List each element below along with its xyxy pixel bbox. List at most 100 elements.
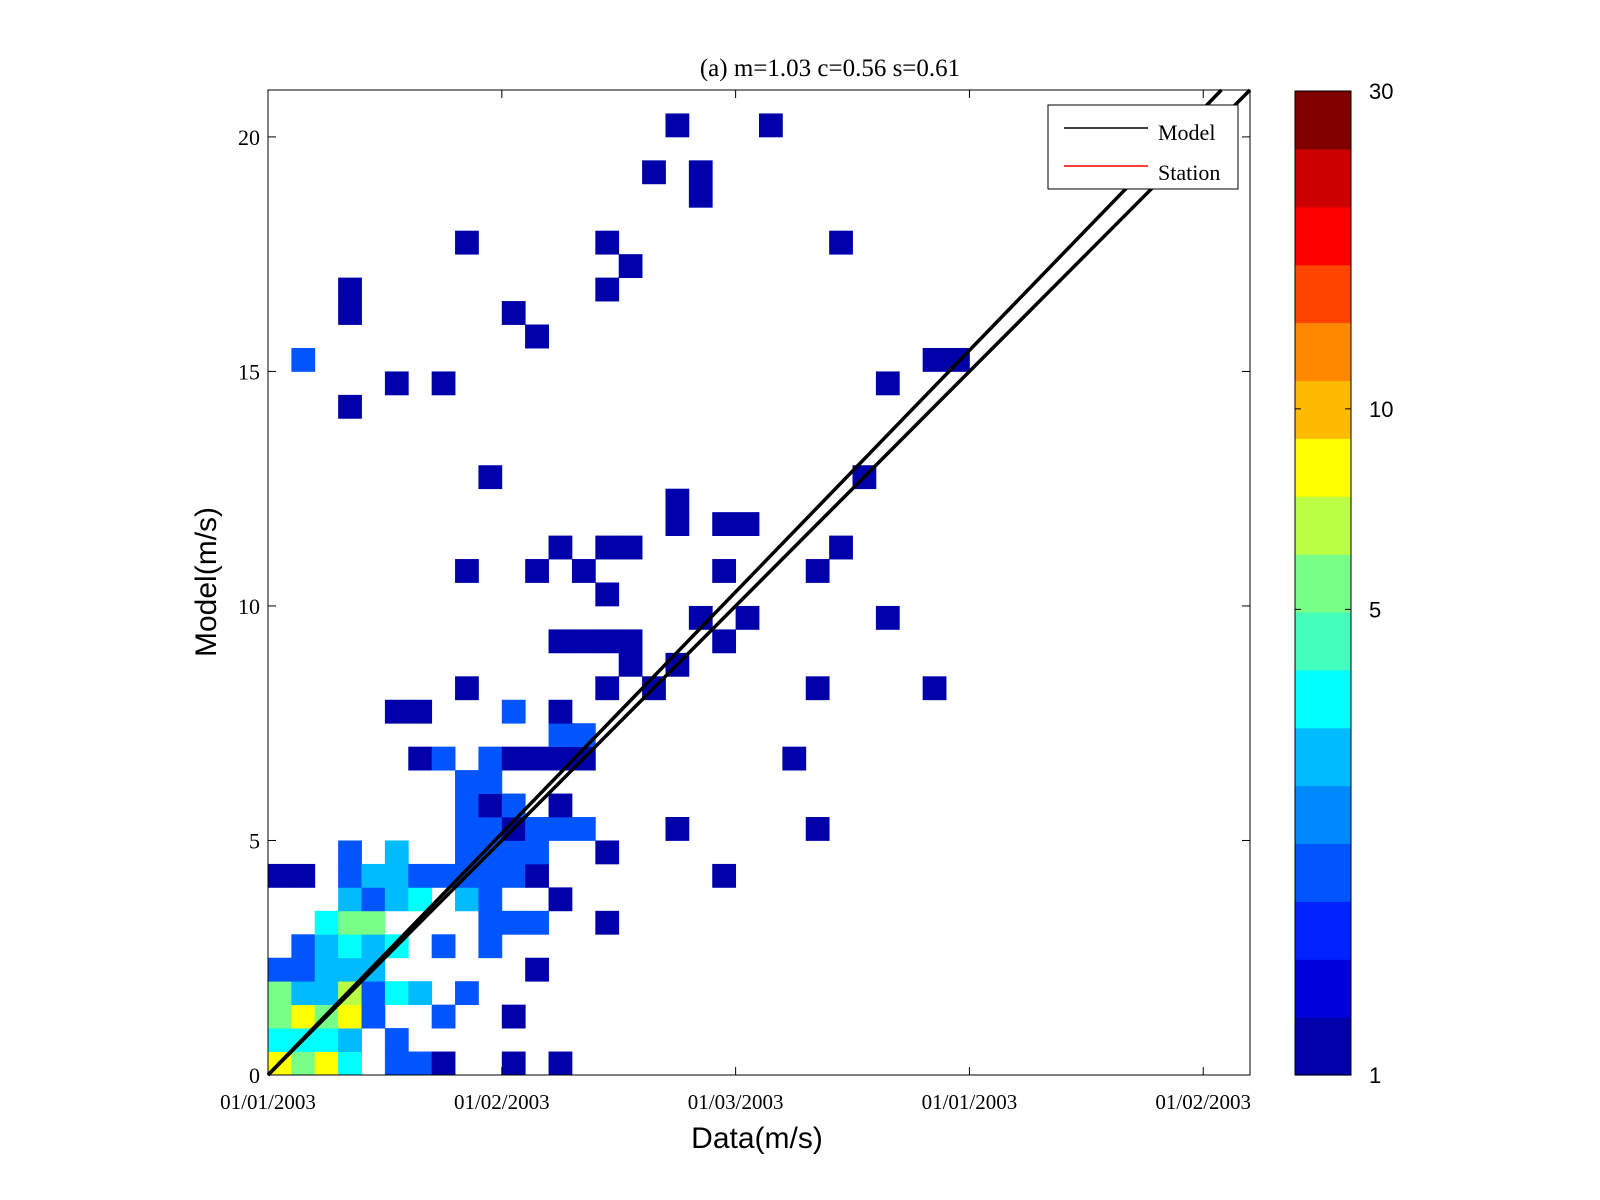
heatmap-cell [875,371,900,396]
colorbar-segment [1295,959,1351,1018]
heatmap-cell [408,981,433,1006]
colorbar: 1 5 10 30 [1294,79,1393,1088]
fit-line-model [266,88,1223,1077]
heatmap-cell [501,840,526,865]
heatmap-cell [361,863,386,888]
y-tick-label: 0 [249,1063,260,1088]
heatmap-cell [595,582,620,607]
colorbar-segment [1295,380,1351,439]
heatmap-cell [829,535,853,560]
heatmap-cell [338,1004,362,1029]
x-axis-label: Data(m/s) [691,1122,823,1155]
heatmap-cell [268,981,292,1006]
colorbar-ticks: 1 5 10 30 [1295,79,1393,1088]
heatmap-cell [922,347,947,372]
heatmap-cell [501,699,526,724]
heatmap-cell [829,230,853,255]
heatmap-cell [525,324,549,349]
heatmap-cell [501,301,526,325]
heatmap-cell [291,347,316,372]
colorbar-segment [1295,91,1351,150]
heatmap-cell [361,1004,386,1029]
heatmap-cell [431,934,456,959]
y-tick-label: 15 [238,359,260,384]
colorbar-segment [1295,843,1351,902]
y-axis-ticks: 0 5 10 15 20 [238,125,1250,1088]
heatmap-cell [665,512,690,536]
heatmap-cell [291,1004,316,1029]
y-tick-label: 5 [249,828,260,853]
heatmap-cell [338,910,362,935]
colorbar-segment [1295,727,1351,787]
heatmap-cell [712,629,737,654]
heatmap-cell [314,934,339,959]
heatmap-cell [455,676,479,701]
heatmap-cell [384,887,409,912]
heatmap-cell [478,793,503,818]
colorbar-segment [1295,554,1351,613]
colorbar-segment [1295,148,1351,208]
heatmap-cell [525,910,549,935]
heatmap-cell [361,934,386,959]
heatmap-cell [712,512,737,536]
heatmap-cell [455,230,479,255]
heatmap-cell [268,957,292,982]
colorbar-segment [1295,438,1351,497]
heatmap-cell [665,113,690,138]
heatmap-cell [548,887,573,912]
heatmap-cell [595,230,620,255]
heatmap-cell [478,910,503,935]
colorbar-segment [1295,785,1351,845]
heatmap-cell [618,254,643,279]
colorbar-tick-label: 30 [1369,79,1393,104]
heatmap-cell [338,394,362,419]
heatmap-cell [548,535,573,560]
heatmap-cell [478,770,503,794]
heatmap-cell [525,863,549,888]
heatmap-cell [455,559,479,583]
heatmap-cell [384,840,409,865]
fit-line-station [266,88,1252,1077]
heatmap-cell [455,793,479,818]
heatmap-cell [548,723,573,748]
heatmap-cell [688,160,713,185]
heatmap-cell [595,910,620,935]
heatmap-cell [431,371,456,396]
heatmap-cell [782,746,807,771]
heatmap-cell [478,746,503,771]
heatmap-cell [548,793,573,818]
colorbar-segment [1295,206,1351,266]
heatmap-cell [735,605,760,630]
heatmap-cell [525,840,549,865]
x-tick-label: 01/01/2003 [922,1090,1018,1114]
heatmap-cell [595,535,620,560]
heatmap-cell [501,1004,526,1029]
heatmap-cell [384,1051,409,1076]
heatmap-cell [805,817,830,841]
heatmap-cell [408,887,433,912]
heatmap-cell [268,1028,292,1052]
colorbar-segment [1295,496,1351,555]
x-tick-label: 01/02/2003 [1155,1090,1251,1114]
heatmap-cell [338,840,362,865]
heatmap-cell [338,277,362,302]
colorbar-segment [1295,611,1351,671]
colorbar-segment [1295,1017,1351,1076]
heatmap-cell [571,723,596,748]
heatmap-cell [618,535,643,560]
colorbar-segment [1295,901,1351,960]
heatmap-cell [408,1051,433,1076]
heatmap-cell [501,1051,526,1076]
heatmap-cell [665,488,690,513]
heatmap-cell [314,981,339,1006]
heatmap-cell [688,183,713,208]
colorbar-tick-label: 5 [1369,597,1381,622]
x-tick-label: 01/02/2003 [454,1090,550,1114]
heatmap-cell [571,629,596,654]
chart-title: (a) m=1.03 c=0.56 s=0.61 [700,55,960,82]
heatmap-cell [571,559,596,583]
heatmap-cell [361,981,386,1006]
heatmap-cell [431,1004,456,1029]
legend-box [1047,104,1239,190]
